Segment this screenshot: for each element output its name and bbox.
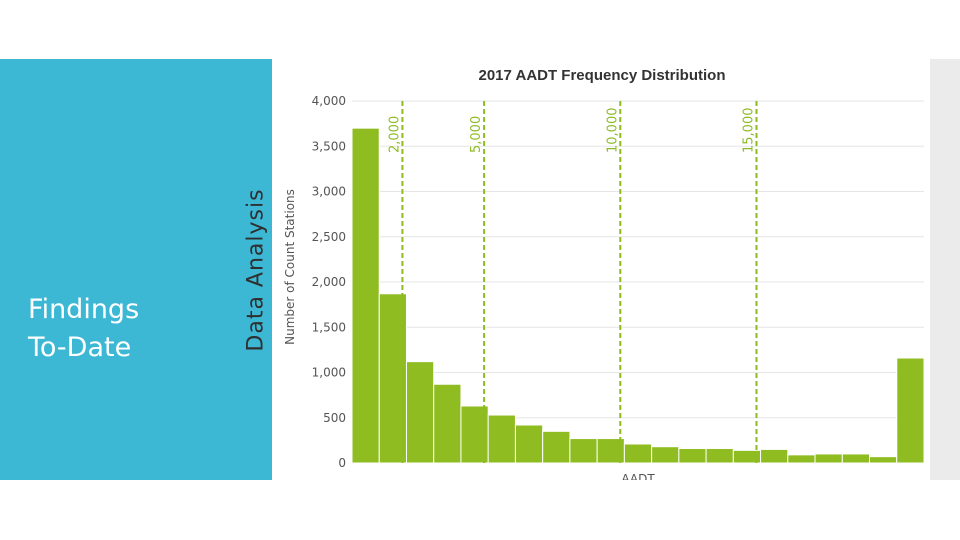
histogram-bar [896, 357, 925, 464]
reference-line-label: 2,000 [387, 116, 402, 153]
histogram-bar [841, 453, 871, 464]
histogram-bar [814, 453, 843, 464]
section-label: Data Analysis [243, 188, 269, 352]
y-tick-label: 1,000 [312, 366, 346, 380]
y-tick-label: 500 [323, 411, 346, 425]
histogram-bar [760, 448, 789, 464]
y-tick-label: 4,000 [312, 94, 346, 108]
y-tick-label: 3,000 [312, 185, 346, 199]
histogram-bar [542, 430, 571, 464]
slide-title-line-2: To-Date [28, 332, 132, 363]
histogram-bar [651, 446, 680, 464]
slide-title: Findings To-Date [28, 291, 139, 367]
side-panel: Findings To-Date [0, 59, 272, 480]
histogram-bar [569, 438, 598, 464]
reference-line-label: 15,000 [741, 108, 756, 154]
histogram-bar [787, 454, 816, 464]
y-axis-label: Number of Count Stations [283, 189, 297, 345]
chart-title: 2017 AADT Frequency Distribution [479, 67, 726, 84]
histogram-bar [514, 424, 544, 464]
histogram-bar [405, 361, 435, 464]
histogram-bar [433, 383, 462, 464]
histogram-bar [596, 438, 625, 464]
reference-line-label: 5,000 [469, 116, 484, 153]
y-axis-ticks: 0 500 1,000 1,500 2,000 2,500 3,000 3,500 4,000 [312, 94, 346, 470]
histogram-bar [487, 414, 516, 464]
histogram-chart: 2017 AADT Frequency Distribution 0 500 1,0… [283, 67, 925, 480]
histogram-bar [678, 448, 707, 464]
bars [351, 127, 925, 464]
y-tick-label: 0 [338, 456, 346, 470]
reference-lines: 2,000 5,000 10,000 15,000 [387, 101, 758, 463]
y-tick-label: 2,500 [312, 230, 346, 244]
histogram-bar [869, 456, 898, 464]
y-tick-label: 3,500 [312, 139, 346, 153]
y-tick-label: 1,500 [312, 320, 346, 334]
x-axis-label: AADT [621, 472, 655, 480]
histogram-bar [351, 127, 380, 464]
slide-title-line-1: Findings [28, 294, 140, 325]
right-gray-strip [930, 59, 960, 480]
histogram-bar [705, 448, 734, 464]
histogram-bar [623, 443, 653, 464]
y-tick-label: 2,000 [312, 275, 346, 289]
reference-line-label: 10,000 [605, 108, 620, 154]
